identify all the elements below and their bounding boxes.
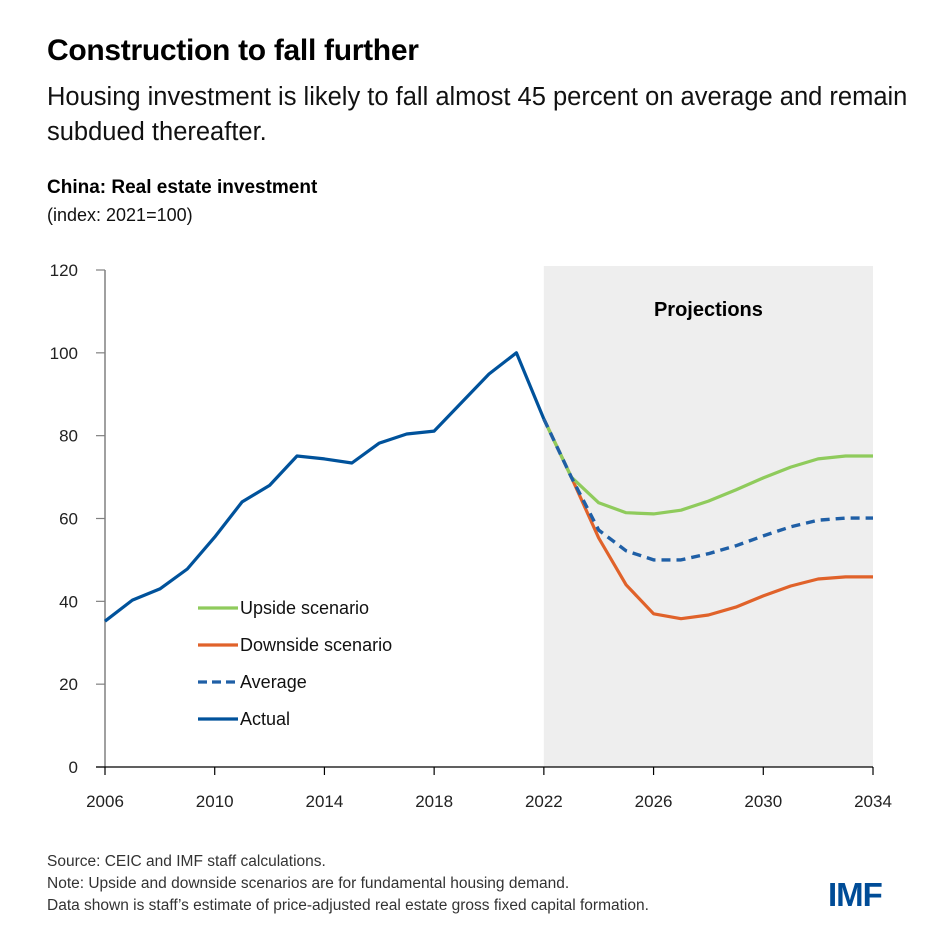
legend-label: Downside scenario	[240, 635, 392, 655]
x-tick-label: 2030	[744, 792, 782, 811]
source-note: Source: CEIC and IMF staff calculations.	[47, 853, 326, 870]
data-note: Data shown is staff’s estimate of price-…	[47, 897, 649, 914]
y-tick-label: 120	[50, 261, 78, 280]
chart-units: (index: 2021=100)	[47, 205, 193, 225]
x-tick-label: 2014	[306, 792, 344, 811]
y-tick-label: 40	[59, 592, 78, 611]
footnotes: Source: CEIC and IMF staff calculations.…	[47, 851, 649, 917]
y-tick-label: 80	[59, 427, 78, 446]
legend-label: Average	[240, 672, 307, 692]
chart-headline: Construction to fall further	[47, 34, 419, 67]
y-tick-label: 0	[69, 758, 78, 777]
y-tick-label: 100	[50, 344, 78, 363]
scenario-note: Note: Upside and downside scenarios are …	[47, 875, 570, 892]
chart-subtitle: Housing investment is likely to fall alm…	[47, 83, 908, 146]
y-tick-label: 20	[59, 675, 78, 694]
x-tick-label: 2034	[854, 792, 892, 811]
projections-label: Projections	[654, 299, 763, 321]
legend-label: Actual	[240, 709, 290, 729]
series-line-actual	[104, 351, 546, 623]
legend-label: Upside scenario	[240, 598, 369, 618]
y-tick-label: 60	[59, 510, 78, 529]
x-tick-label: 2010	[196, 792, 234, 811]
chart-title: China: Real estate investment	[47, 177, 318, 198]
x-tick-label: 2022	[525, 792, 563, 811]
x-tick-label: 2026	[635, 792, 673, 811]
x-tick-label: 2018	[415, 792, 453, 811]
x-tick-label: 2006	[86, 792, 124, 811]
projection-shade	[543, 266, 873, 767]
imf-logo: IMF	[828, 876, 883, 913]
